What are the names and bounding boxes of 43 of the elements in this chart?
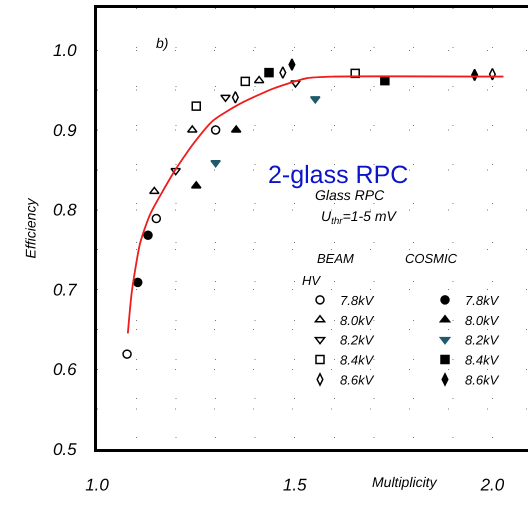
x-tick-label: 2.0 (480, 475, 505, 494)
point (210, 125, 220, 135)
legend-label: 8.4kV (340, 352, 375, 368)
point (220, 94, 231, 102)
legend-label: 8.4kV (465, 352, 500, 368)
legend-label: 7.8kV (340, 292, 375, 308)
y-tick-label: 0.7 (52, 280, 78, 300)
y-tick-label: 0.6 (52, 360, 78, 380)
point (122, 349, 132, 359)
x-axis-title: Multiplicity (372, 474, 438, 490)
point (264, 68, 274, 78)
y-tick-label: 0.9 (52, 120, 78, 140)
x-tick-label: 1.0 (85, 475, 110, 494)
y-tick-label: 1.0 (52, 41, 78, 60)
y-tick-label: 0.5 (52, 440, 78, 459)
legend-label: 8.2kV (465, 332, 500, 348)
legend-label: 7.8kV (465, 292, 500, 308)
point (350, 68, 360, 78)
annotation: 2-glass RPC (268, 161, 408, 189)
annotation: BEAM (317, 251, 354, 266)
point (240, 76, 250, 86)
point (152, 214, 162, 224)
point (210, 160, 221, 168)
point (380, 76, 390, 86)
line-series (126, 75, 504, 334)
legend-label: 8.2kV (340, 332, 375, 348)
annotation: U$_{thr}$=1-5 mV (321, 208, 398, 227)
point (143, 230, 153, 240)
point (192, 101, 201, 111)
legend-title: HV (302, 272, 322, 288)
legend-label: 8.6kV (465, 372, 500, 388)
legend-label: 8.0kV (340, 312, 375, 328)
x-tick-label: 1.5 (282, 475, 308, 494)
annotation: Glass RPC (315, 187, 386, 203)
y-axis-title: Efficiency (22, 198, 39, 258)
point (132, 278, 142, 288)
annotation: b) (156, 35, 168, 51)
legend-label: 8.6kV (340, 372, 375, 388)
point (290, 80, 301, 88)
y-tick-label: 0.8 (52, 200, 78, 220)
legend-label: 8.0kV (465, 312, 500, 328)
point (254, 76, 264, 84)
annotation: COSMIC (405, 251, 458, 266)
